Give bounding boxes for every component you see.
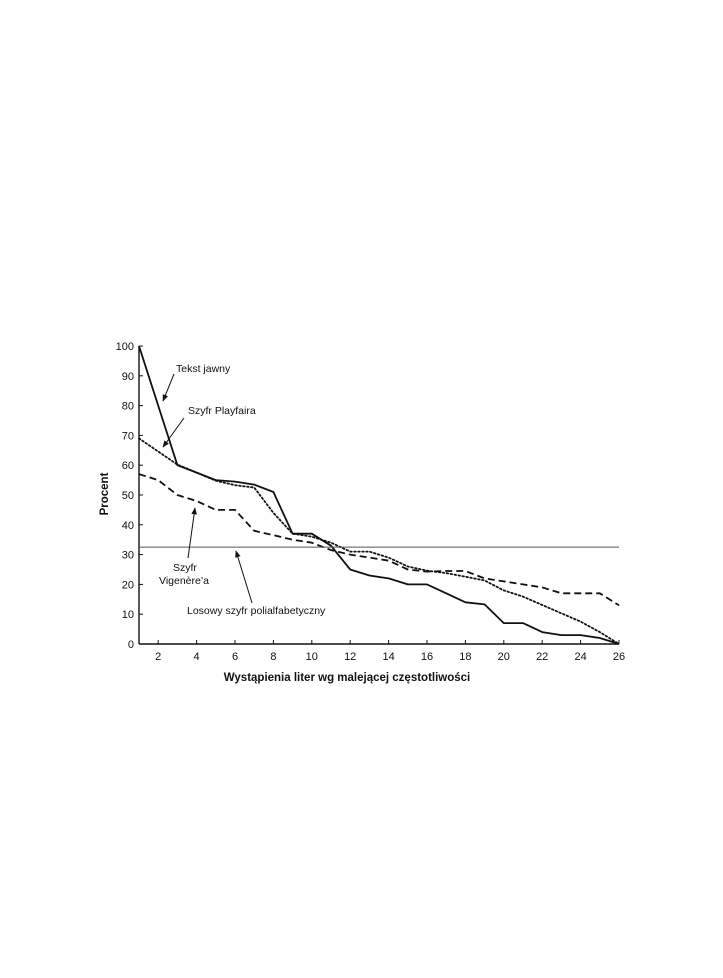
x-tick-label: 20 (498, 651, 510, 663)
x-axis-title: Wystąpienia liter wg malejącej częstotli… (224, 672, 471, 684)
x-tick-label: 6 (232, 651, 238, 663)
y-tick-label: 30 (122, 550, 134, 562)
y-tick-label: 90 (122, 371, 134, 383)
y-tick-label: 0 (128, 639, 134, 651)
x-tick-label: 4 (194, 651, 200, 663)
annotation-tekst-jawny: Tekst jawny (176, 363, 231, 375)
arrow-szyfr-playfaira (162, 417, 185, 448)
y-tick-label: 40 (122, 520, 134, 532)
arrow-losowy-szyfr (235, 550, 253, 604)
x-tick-label: 8 (270, 651, 276, 663)
annotation-losowy-szyfr: Losowy szyfr polialfabetyczny (187, 605, 326, 617)
series-szyfr-vigenere-line (138, 473, 620, 607)
x-tick-label: 26 (613, 651, 625, 663)
annotations: Tekst jawny Szyfr Playfaira Szyfr Vigenè… (159, 363, 326, 617)
y-tick-label: 100 (116, 341, 134, 353)
y-tick-label: 10 (122, 609, 134, 621)
y-tick-label: 20 (122, 579, 134, 591)
series-layer (138, 345, 620, 645)
x-tick-label: 12 (344, 651, 356, 663)
annotation-szyfr-playfaira: Szyfr Playfaira (188, 405, 256, 417)
x-tick-label: 2 (155, 651, 161, 663)
y-tick-label: 60 (122, 460, 134, 472)
x-tick-label: 16 (421, 651, 433, 663)
x-tick-label: 14 (382, 651, 394, 663)
arrow-tekst-jawny (162, 373, 175, 402)
x-tick-label: 24 (574, 651, 586, 663)
series-tekst-jawny-line (138, 345, 620, 645)
annotation-szyfr-vigenere-line2: Vigenère’a (159, 575, 209, 587)
series-szyfr-playfaira-line (138, 437, 620, 645)
y-tick-label: 70 (122, 430, 134, 442)
x-tick-label: 10 (306, 651, 318, 663)
annotation-szyfr-vigenere-line1: Szyfr (173, 562, 197, 574)
x-tick-label: 22 (536, 651, 548, 663)
x-tick-label: 18 (459, 651, 471, 663)
y-tick-label: 80 (122, 401, 134, 413)
y-tick-label: 50 (122, 490, 134, 502)
y-axis-title: Procent (99, 472, 111, 515)
arrow-szyfr-vigenere (187, 507, 197, 559)
